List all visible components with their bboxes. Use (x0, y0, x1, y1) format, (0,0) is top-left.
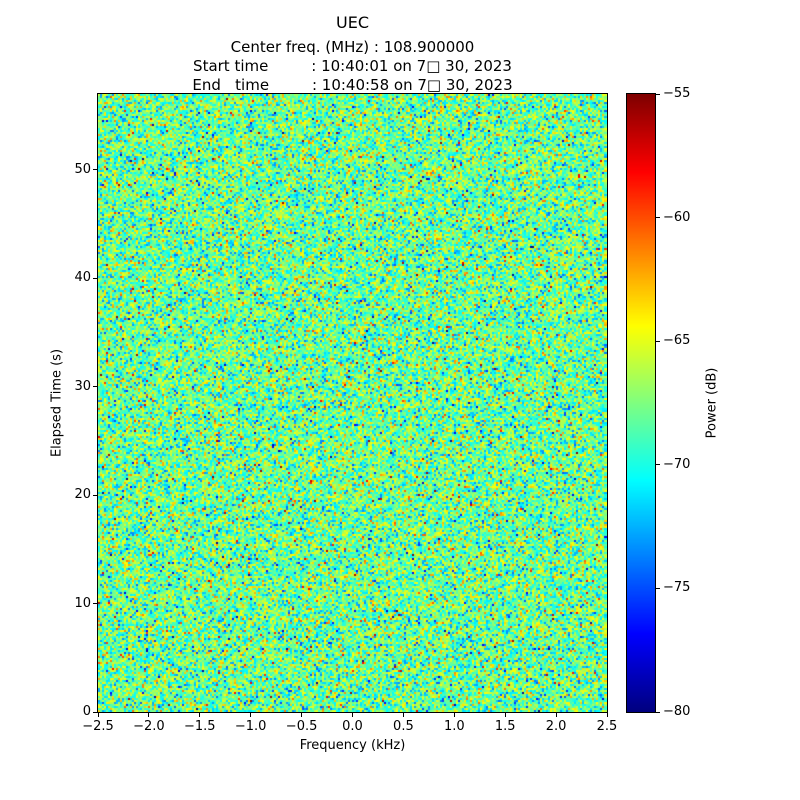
x-tick-mark (148, 713, 150, 717)
y-tick-label: 0 (82, 704, 91, 719)
x-tick-mark (606, 713, 608, 717)
x-tick-label: 0.5 (393, 719, 414, 734)
y-tick-label: 40 (74, 270, 91, 286)
x-axis-label: Frequency (kHz) (299, 738, 406, 753)
x-tick-mark (402, 713, 404, 717)
y-tick-label: 20 (74, 487, 91, 503)
x-tick-mark (97, 713, 99, 717)
x-tick-label: 1.5 (494, 719, 516, 734)
y-tick-mark (93, 169, 97, 171)
y-tick-mark (93, 711, 97, 713)
y-tick-label: 10 (74, 595, 91, 611)
page-title: UEC (336, 13, 369, 32)
colorbar-gradient (627, 94, 655, 712)
colorbar-tick-label: −55 (663, 86, 691, 101)
y-axis-label: Elapsed Time (s) (49, 348, 65, 458)
colorbar-tick-label: −80 (663, 704, 691, 719)
y-tick-label: 50 (74, 161, 91, 177)
colorbar-tick-label: −60 (663, 209, 691, 225)
colorbar-tick-label: −65 (663, 333, 691, 349)
subtitle-center-freq: Center freq. (MHz) : 108.900000 (230, 38, 475, 56)
x-tick-mark (250, 713, 252, 717)
x-tick-mark (555, 713, 557, 717)
x-tick-label: 1.0 (443, 719, 465, 734)
x-tick-label: 2.0 (545, 719, 567, 734)
colorbar-tick-mark (656, 340, 660, 342)
subtitle-end-time: End time : 10:40:58 on 7□ 30, 2023 (192, 76, 513, 94)
y-tick-mark (93, 386, 97, 388)
spectrogram-plot-area (97, 93, 608, 713)
x-tick-mark (453, 713, 455, 717)
y-tick-mark (93, 603, 97, 605)
colorbar-tick-mark (656, 464, 660, 466)
x-tick-label: 2.5 (596, 719, 618, 734)
x-tick-label: −2.5 (82, 719, 114, 734)
colorbar-tick-mark (656, 711, 660, 713)
colorbar-tick-mark (656, 217, 660, 219)
x-tick-label: 0.0 (342, 719, 363, 734)
x-tick-label: −2.0 (133, 719, 165, 734)
y-tick-mark (93, 494, 97, 496)
x-tick-label: −1.5 (184, 719, 216, 734)
colorbar-tick-label: −75 (663, 580, 691, 596)
y-tick-mark (93, 277, 97, 279)
colorbar-tick-mark (656, 93, 660, 95)
x-tick-label: −1.0 (234, 719, 267, 734)
spectrogram-heatmap (98, 94, 607, 712)
x-tick-label: −0.5 (285, 719, 318, 734)
y-tick-label: 30 (74, 378, 91, 394)
x-tick-mark (504, 713, 506, 717)
colorbar-label: Power (dB) (704, 367, 720, 439)
subtitle-start-time: Start time : 10:40:01 on 7□ 30, 2023 (193, 57, 512, 75)
colorbar (626, 93, 656, 713)
x-tick-mark (199, 713, 201, 717)
colorbar-tick-label: −70 (663, 456, 691, 472)
x-tick-mark (352, 713, 353, 717)
x-tick-mark (301, 713, 303, 717)
colorbar-tick-mark (656, 587, 660, 589)
